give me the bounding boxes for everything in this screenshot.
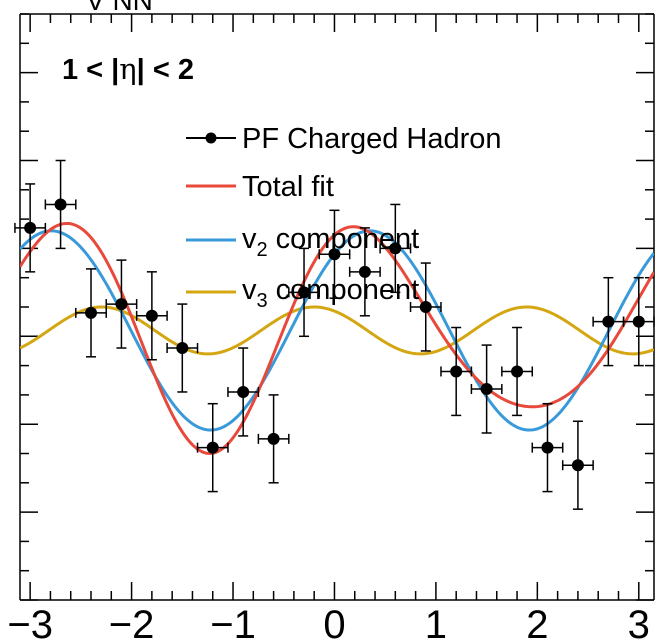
data-point xyxy=(318,209,351,299)
x-axis-tick-labels: −3 −2 −1 0 1 2 3 xyxy=(7,603,650,643)
legend: PF Charged Hadron Total fit v2 component… xyxy=(186,123,502,312)
data-point xyxy=(75,268,107,358)
x-axis-ticks xyxy=(29,14,640,600)
x-tick-label: −3 xyxy=(7,603,53,643)
top-axis-label-fragment: V NN xyxy=(86,0,153,16)
x-tick-label: 1 xyxy=(425,603,447,643)
data-point-marker xyxy=(632,315,645,328)
data-point xyxy=(561,420,594,510)
data-point xyxy=(348,227,381,317)
data-point xyxy=(105,259,138,349)
data-point xyxy=(166,303,199,393)
plot-frame xyxy=(19,13,655,601)
legend-label-v3-component: v3 component xyxy=(242,274,419,312)
data-point xyxy=(135,271,168,361)
x-tick-label: 3 xyxy=(628,603,650,643)
legend-label-v2-component: v2 component xyxy=(242,223,419,261)
curve-v3-component xyxy=(20,305,654,356)
y-axis-ticks xyxy=(20,13,654,601)
data-point xyxy=(470,344,503,434)
legend-entry-v2-component: v2 component xyxy=(186,223,419,261)
data-point xyxy=(14,183,47,273)
x-tick-label: −2 xyxy=(109,603,155,643)
data-point-marker xyxy=(145,309,158,322)
data-point xyxy=(288,247,320,338)
data-point-marker xyxy=(389,242,402,255)
legend-entry-v3-component: v3 component xyxy=(186,274,419,312)
data-point-marker xyxy=(571,459,584,472)
data-point-marker xyxy=(54,198,67,211)
data-point xyxy=(44,159,77,250)
data-point-marker xyxy=(419,301,432,313)
data-point-marker xyxy=(298,286,311,299)
data-point-marker xyxy=(541,441,554,454)
data-point-marker xyxy=(511,365,524,378)
legend-label-pf-charged-hadron: PF Charged Hadron xyxy=(242,123,502,155)
legend-label-total-fit: Total fit xyxy=(242,171,334,203)
data-point xyxy=(227,347,260,437)
data-point xyxy=(531,402,564,493)
x-tick-label: −1 xyxy=(210,603,256,643)
data-point xyxy=(196,402,229,493)
data-point xyxy=(592,276,625,367)
data-point-marker xyxy=(328,248,341,261)
data-points-layer xyxy=(14,159,655,510)
data-point xyxy=(440,326,473,417)
data-point-marker xyxy=(480,383,493,396)
data-point xyxy=(622,276,655,367)
data-point-marker xyxy=(24,221,37,234)
legend-marker-dot xyxy=(205,132,217,144)
data-point-marker xyxy=(267,432,280,445)
data-point-marker xyxy=(115,298,128,311)
data-point-marker xyxy=(85,306,98,319)
data-point xyxy=(379,203,412,294)
data-point-marker xyxy=(358,265,371,278)
data-point-marker xyxy=(237,385,250,398)
data-point-marker xyxy=(176,342,189,355)
legend-entry-pf-charged-hadron: PF Charged Hadron xyxy=(186,123,502,155)
data-point-marker xyxy=(206,441,219,454)
data-point-marker xyxy=(602,315,615,328)
x-tick-label: 0 xyxy=(323,603,345,643)
data-point xyxy=(409,262,442,352)
data-point-marker xyxy=(450,365,463,378)
data-point xyxy=(501,326,534,417)
x-tick-label: 2 xyxy=(526,603,548,643)
data-point xyxy=(257,394,290,484)
legend-entry-total-fit: Total fit xyxy=(186,171,334,203)
eta-range-annotation: 1 < |η| < 2 xyxy=(62,52,194,86)
